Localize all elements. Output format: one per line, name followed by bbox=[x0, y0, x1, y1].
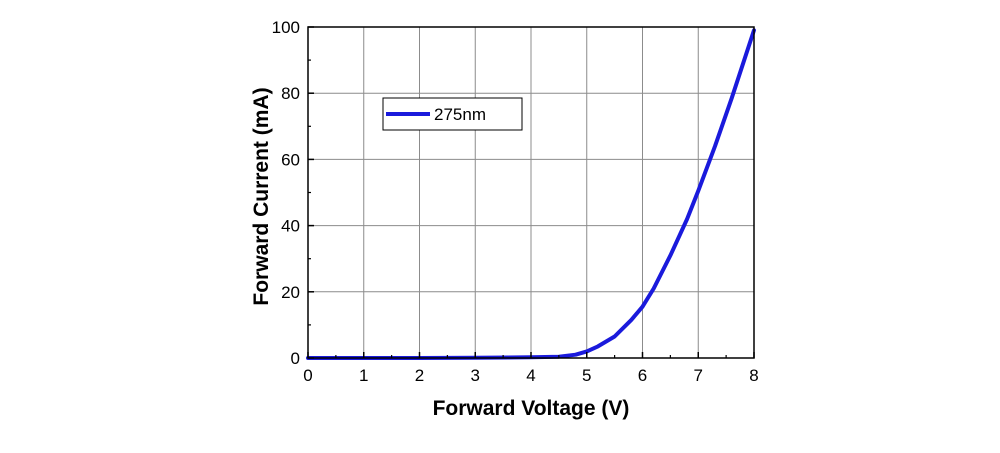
y-tick-label: 60 bbox=[281, 150, 300, 169]
x-tick-label: 3 bbox=[471, 366, 480, 385]
x-tick-label: 0 bbox=[303, 366, 312, 385]
x-tick-label: 7 bbox=[694, 366, 703, 385]
y-axis-title: Forward Current (mA) bbox=[250, 87, 273, 305]
legend-label-275nm: 275nm bbox=[434, 105, 486, 124]
x-tick-label: 2 bbox=[415, 366, 424, 385]
x-tick-label: 4 bbox=[526, 366, 535, 385]
x-tick-label: 5 bbox=[582, 366, 591, 385]
legend: 275nm bbox=[382, 97, 523, 131]
x-tick-label: 1 bbox=[359, 366, 368, 385]
y-tick-label: 0 bbox=[291, 349, 300, 368]
x-tick-label: 8 bbox=[749, 366, 758, 385]
x-tick-label: 6 bbox=[638, 366, 647, 385]
y-tick-label: 20 bbox=[281, 283, 300, 302]
grid-layer bbox=[308, 27, 754, 358]
y-tick-label: 40 bbox=[281, 217, 300, 236]
y-tick-label: 100 bbox=[272, 18, 300, 37]
y-tick-label: 80 bbox=[281, 84, 300, 103]
x-axis-title: Forward Voltage (V) bbox=[433, 397, 630, 420]
